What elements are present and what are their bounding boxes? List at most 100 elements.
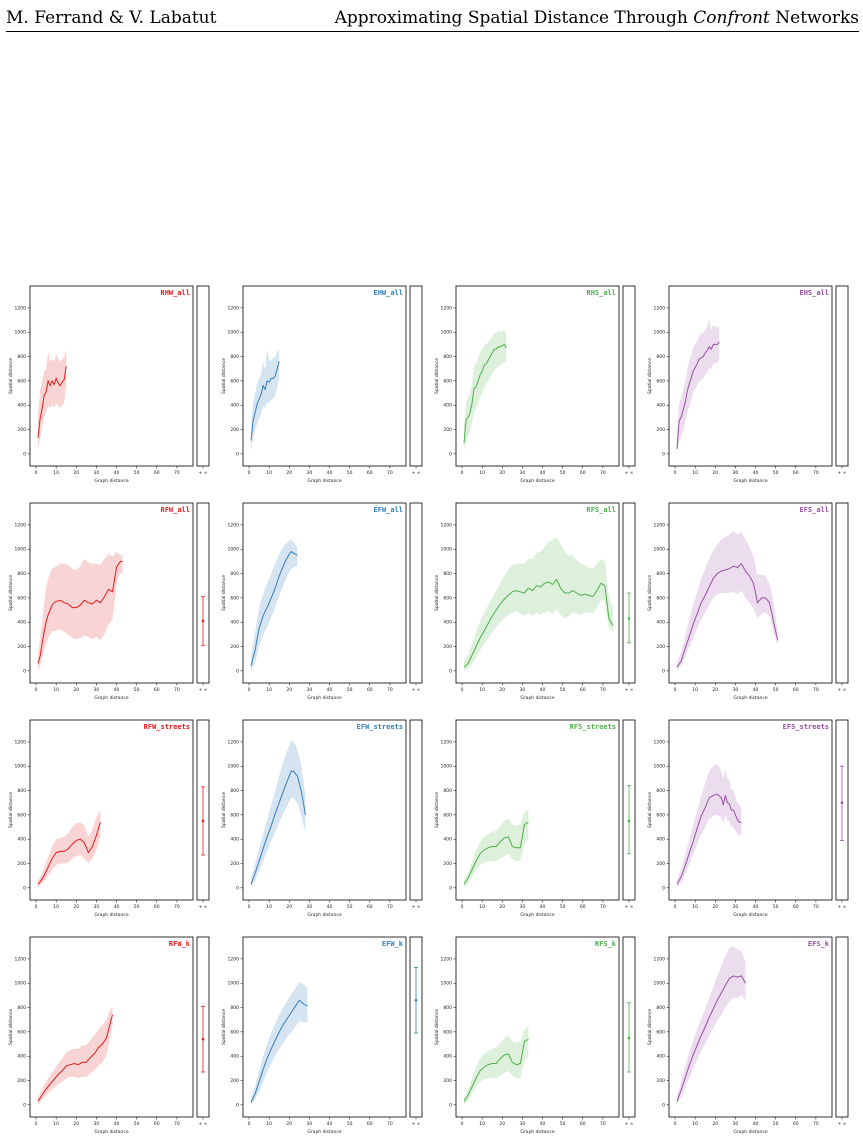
confidence-band (251, 349, 280, 451)
panel-efs-all: EFS_all 0 10 20 30 40 50 60 70 0 200 400 600 800 1000 1… (647, 502, 849, 701)
x-tick-label: 30 (520, 1121, 526, 1127)
y-tick-label: 600 (443, 1029, 452, 1035)
y-tick-label: 0 (449, 885, 452, 891)
header-title: Approximating Spatial Distance Through C… (335, 8, 859, 28)
y-tick-label: 800 (17, 354, 26, 360)
x-tick-label: 0 (461, 470, 464, 476)
x-axis-label: Graph distance (94, 1129, 129, 1135)
y-tick-label: 600 (17, 812, 26, 818)
y-tick-label: 400 (443, 403, 452, 409)
plot-frame (242, 285, 407, 467)
x-tick-label: 60 (154, 687, 160, 693)
y-tick-label: 800 (443, 571, 452, 577)
x-tick-label: 0 (35, 1121, 38, 1127)
series-line (250, 361, 280, 441)
x-tick-label: 30 (520, 470, 526, 476)
panel-title: EFS_all (799, 506, 829, 514)
panel-rhs-all: RHS_all 0 10 20 30 40 50 60 70 0 200 400 600 800 1000 1… (434, 285, 636, 484)
panel-title: RHS_all (586, 289, 616, 297)
x-tick-label: 50 (560, 1121, 566, 1127)
y-tick-label: 800 (656, 571, 665, 577)
series-line (676, 793, 742, 885)
y-tick-label: 200 (230, 644, 239, 650)
y-axis-label: Spatial distance (221, 792, 227, 828)
x-tick-label: 70 (387, 904, 393, 910)
header-rule (6, 31, 859, 32)
x-tick-label: 30 (307, 904, 313, 910)
x-tick-label: 0 (461, 904, 464, 910)
x-tick-label: 50 (773, 1121, 779, 1127)
y-axis-label: Spatial distance (434, 1009, 440, 1045)
x-tick-label: 0 (674, 904, 677, 910)
series-line (250, 999, 308, 1103)
y-tick-label: 1000 (228, 547, 240, 553)
x-tick-label: 70 (387, 687, 393, 693)
infinity-point (840, 801, 844, 805)
x-tick-label: 50 (560, 470, 566, 476)
plot-frame (242, 719, 407, 901)
plot-frame (455, 502, 620, 684)
y-tick-label: 0 (236, 1102, 239, 1108)
x-tick-label: 10 (266, 904, 272, 910)
x-tick-label: 20 (712, 470, 718, 476)
y-tick-label: 1200 (228, 739, 240, 745)
side-frame (835, 936, 849, 1118)
side-frame (409, 285, 423, 467)
y-tick-label: 0 (449, 451, 452, 457)
x-tick-label: 10 (53, 470, 59, 476)
panel-title: EHW_all (373, 289, 403, 297)
plot-frame (455, 285, 620, 467)
x-tick-label: 70 (813, 904, 819, 910)
x-tick-label: 40 (114, 904, 120, 910)
y-tick-label: 800 (443, 1005, 452, 1011)
y-tick-label: 400 (230, 1054, 239, 1060)
y-tick-label: 1000 (441, 330, 453, 336)
x-tick-label: 10 (266, 470, 272, 476)
confidence-band (677, 946, 746, 1105)
y-tick-label: 1200 (15, 522, 27, 528)
y-tick-label: 0 (662, 668, 665, 674)
series-line (250, 770, 306, 885)
y-tick-label: 1000 (15, 981, 27, 987)
x-tick-label: 10 (692, 1121, 698, 1127)
side-tick-label: + ∞ (625, 470, 634, 476)
x-axis-label: Graph distance (94, 478, 129, 484)
x-tick-label: 20 (499, 904, 505, 910)
x-tick-label: 50 (560, 687, 566, 693)
y-tick-label: 200 (17, 861, 26, 867)
x-tick-label: 10 (692, 687, 698, 693)
x-tick-label: 30 (94, 470, 100, 476)
x-tick-label: 70 (813, 470, 819, 476)
plot-frame (242, 936, 407, 1118)
y-tick-label: 600 (230, 1029, 239, 1035)
y-axis-label: Spatial distance (647, 358, 653, 394)
x-axis-label: Graph distance (94, 912, 129, 918)
confidence-band (677, 763, 742, 888)
confidence-band (464, 537, 613, 671)
x-tick-label: 40 (114, 687, 120, 693)
y-tick-label: 0 (23, 885, 26, 891)
x-tick-label: 60 (154, 1121, 160, 1127)
x-tick-label: 0 (35, 904, 38, 910)
plot-frame (29, 502, 194, 684)
y-tick-label: 800 (656, 1005, 665, 1011)
y-axis-label: Spatial distance (8, 358, 14, 394)
infinity-point (201, 819, 205, 823)
x-tick-label: 60 (580, 470, 586, 476)
x-tick-label: 10 (266, 687, 272, 693)
panel-title: RHW_all (160, 289, 190, 297)
x-tick-label: 30 (94, 1121, 100, 1127)
side-tick-label: + ∞ (838, 904, 847, 910)
x-tick-label: 10 (479, 687, 485, 693)
x-axis-label: Graph distance (520, 695, 555, 701)
plot-frame (668, 719, 833, 901)
y-tick-label: 1200 (228, 956, 240, 962)
side-frame (409, 719, 423, 901)
y-tick-label: 600 (656, 378, 665, 384)
y-tick-label: 400 (656, 1054, 665, 1060)
x-axis-label: Graph distance (733, 1129, 768, 1135)
x-tick-label: 10 (53, 687, 59, 693)
y-tick-label: 1200 (654, 739, 666, 745)
x-tick-label: 20 (73, 470, 79, 476)
x-tick-label: 40 (540, 470, 546, 476)
